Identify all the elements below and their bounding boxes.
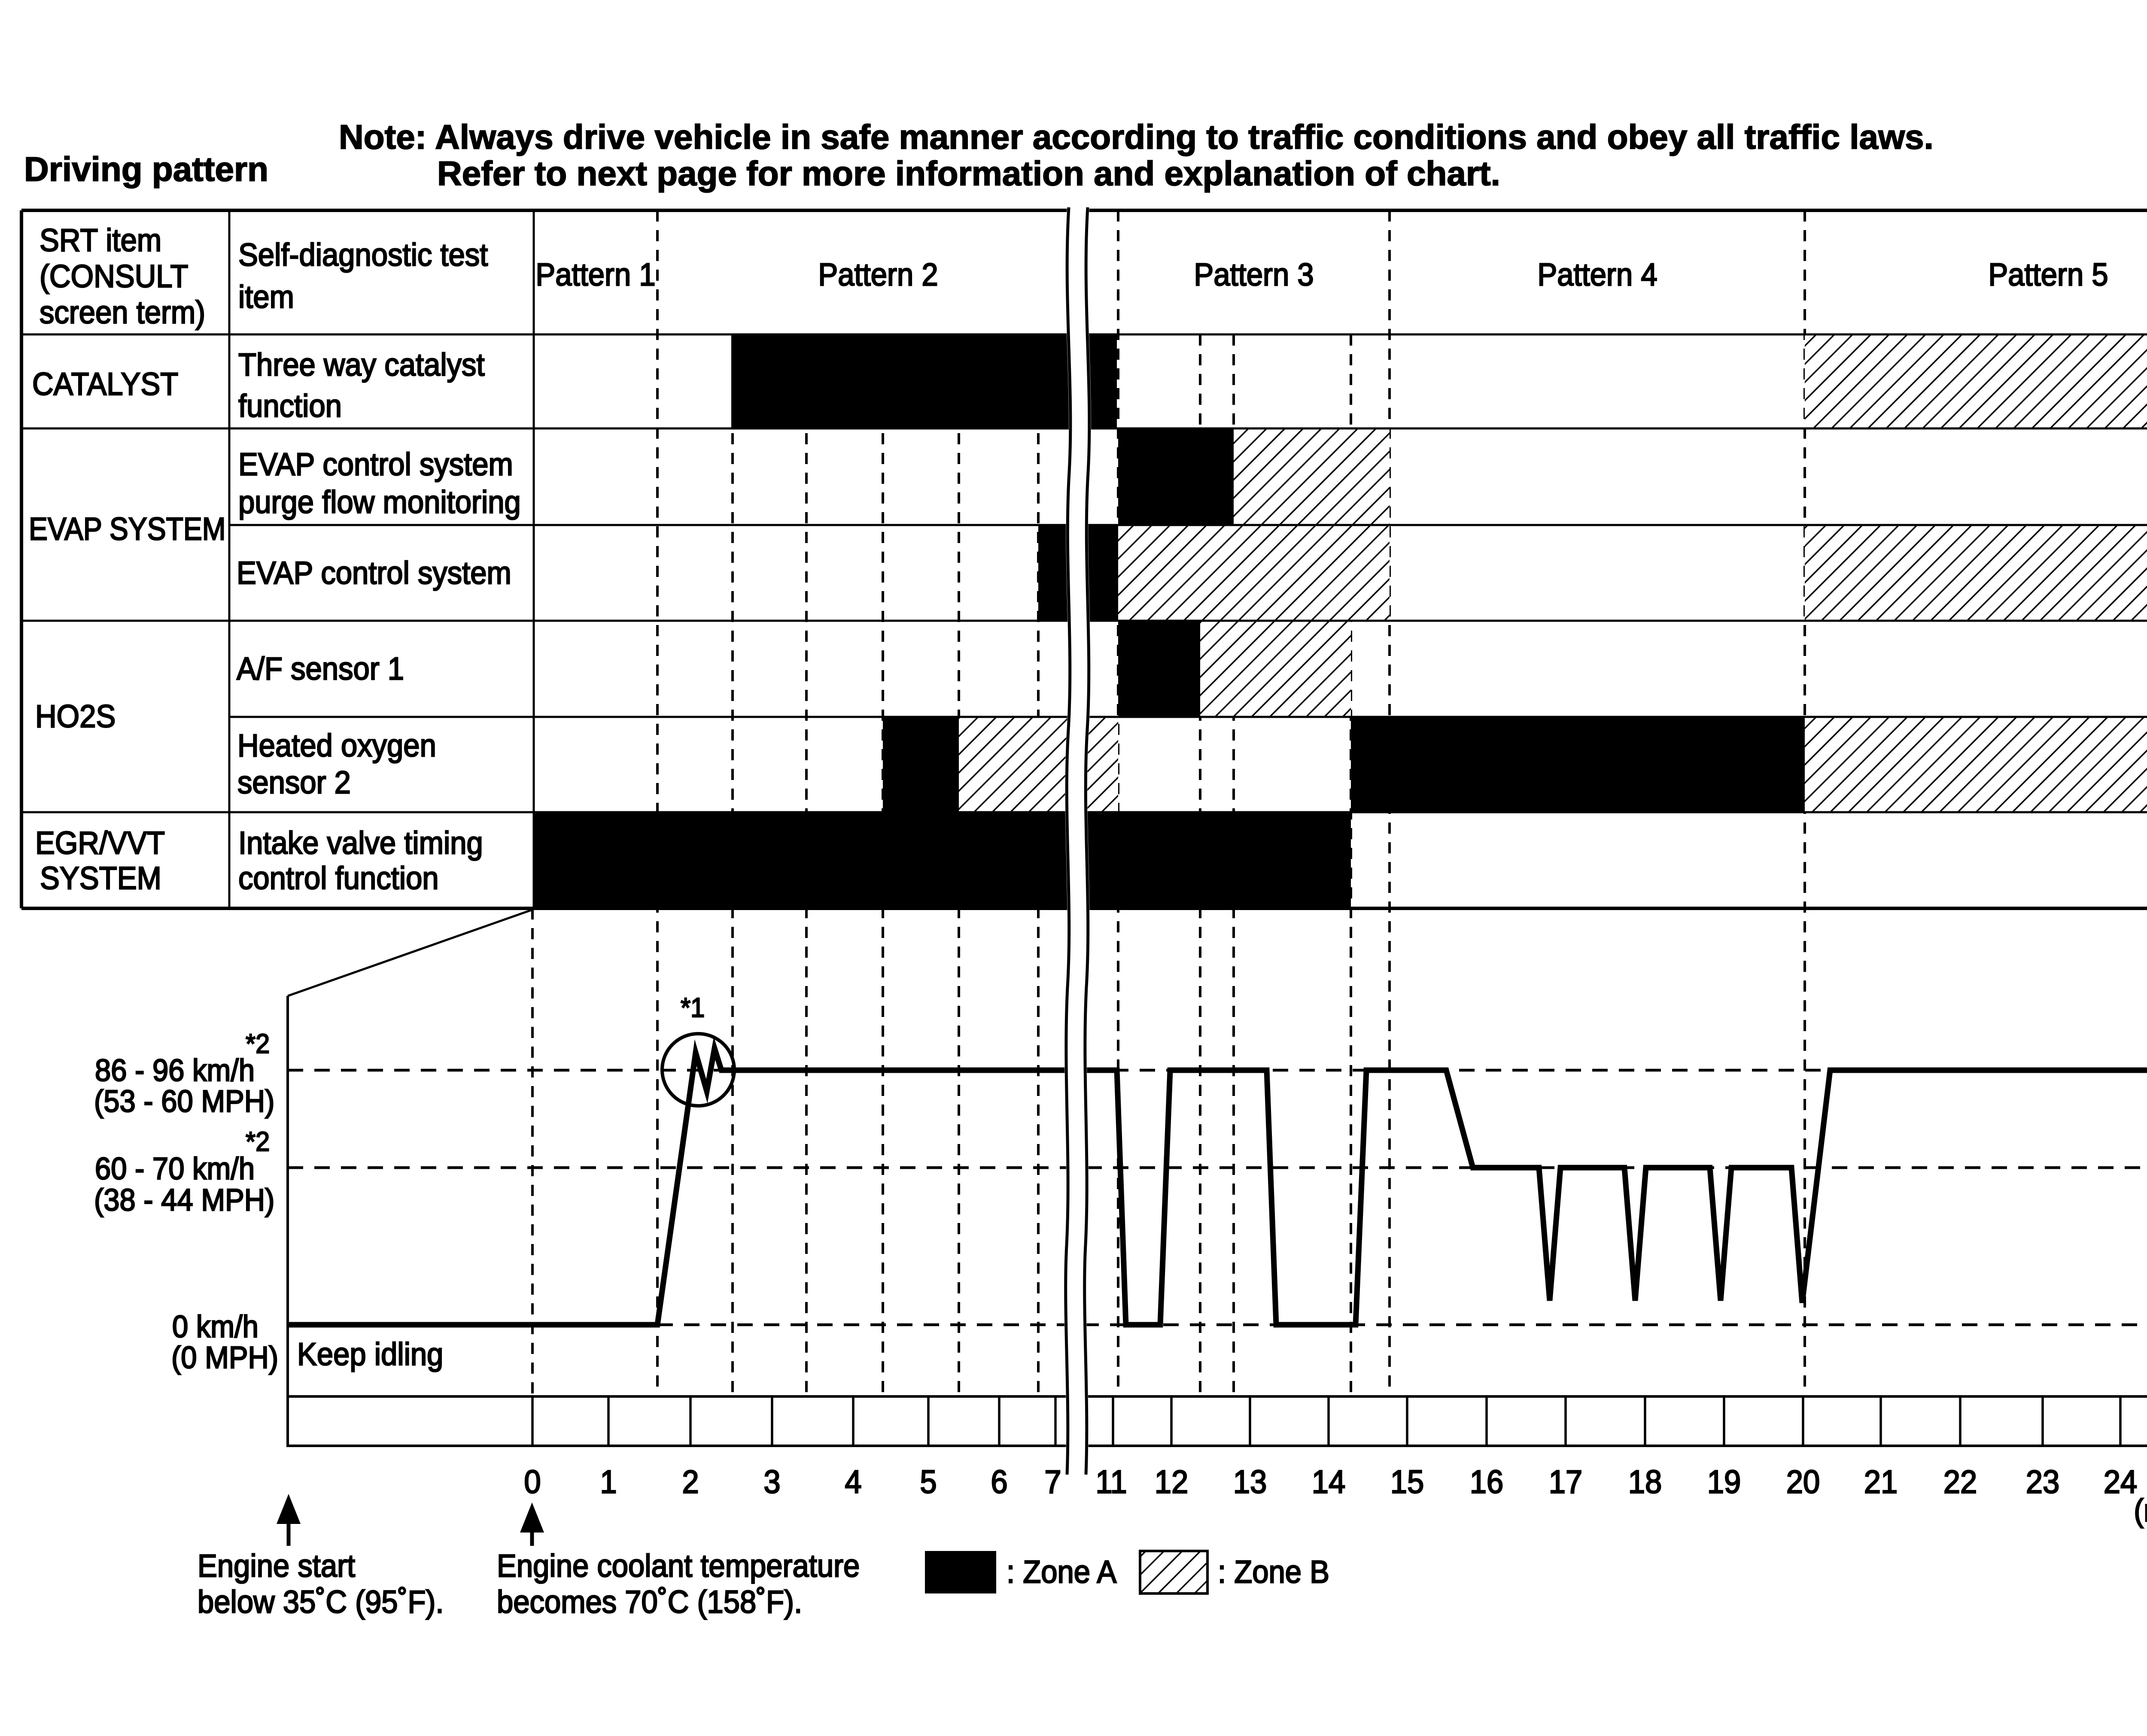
- svg-text:CATALYST: CATALYST: [32, 367, 178, 402]
- svg-text:Intake valve timing: Intake valve timing: [238, 826, 483, 861]
- svg-text:17: 17: [1549, 1464, 1583, 1500]
- svg-text:19: 19: [1707, 1464, 1741, 1500]
- svg-text:2: 2: [682, 1464, 699, 1500]
- svg-text:HO2S: HO2S: [35, 699, 116, 734]
- svg-text:Refer to next page for more in: Refer to next page for more information …: [437, 155, 1500, 193]
- svg-text:SRT item: SRT item: [40, 223, 161, 258]
- svg-text:A/F sensor 1: A/F sensor 1: [237, 651, 404, 687]
- svg-text:20: 20: [1786, 1464, 1820, 1500]
- svg-text:4: 4: [845, 1464, 861, 1500]
- svg-text:item: item: [238, 279, 294, 315]
- svg-text:(53 - 60 MPH): (53 - 60 MPH): [94, 1084, 274, 1119]
- svg-text:*2: *2: [246, 1126, 270, 1157]
- svg-text:(0 MPH): (0 MPH): [171, 1340, 278, 1375]
- svg-text:16: 16: [1470, 1464, 1504, 1500]
- svg-text:EVAP control system: EVAP control system: [238, 447, 513, 483]
- svg-text:becomes 70˚C (158˚F).: becomes 70˚C (158˚F).: [497, 1584, 802, 1620]
- svg-text:(CONSULT: (CONSULT: [40, 259, 189, 294]
- svg-text:below 35˚C (95˚F).: below 35˚C (95˚F).: [198, 1584, 444, 1620]
- svg-text:7: 7: [1044, 1464, 1061, 1500]
- svg-text:Pattern 1: Pattern 1: [535, 257, 655, 293]
- svg-text:: Zone B: : Zone B: [1218, 1554, 1329, 1590]
- svg-text:Heated oxygen: Heated oxygen: [237, 728, 436, 764]
- svg-text:Three way catalyst: Three way catalyst: [238, 347, 485, 383]
- svg-text:EVAP SYSTEM: EVAP SYSTEM: [29, 511, 226, 546]
- svg-text:*1: *1: [681, 992, 705, 1023]
- svg-text:13: 13: [1233, 1464, 1267, 1500]
- svg-text:12: 12: [1155, 1464, 1189, 1500]
- svg-text:Engine coolant temperature: Engine coolant temperature: [497, 1548, 860, 1584]
- svg-text:Pattern 4: Pattern 4: [1537, 257, 1657, 293]
- svg-text:screen term): screen term): [40, 295, 205, 331]
- svg-text:Always drive vehicle in safe m: Always drive vehicle in safe manner acco…: [435, 118, 1934, 156]
- svg-text:EVAP control system: EVAP control system: [237, 555, 511, 591]
- svg-text:Self-diagnostic test: Self-diagnostic test: [238, 237, 488, 273]
- svg-text:18: 18: [1628, 1464, 1662, 1500]
- svg-text:0: 0: [524, 1464, 541, 1500]
- svg-text:Engine start: Engine start: [198, 1548, 355, 1584]
- svg-text:11: 11: [1095, 1464, 1127, 1500]
- svg-text:86 - 96 km/h: 86 - 96 km/h: [95, 1053, 255, 1088]
- svg-text:60 - 70 km/h: 60 - 70 km/h: [95, 1151, 255, 1186]
- svg-text:Pattern 5: Pattern 5: [1988, 257, 2108, 293]
- svg-text:function: function: [238, 388, 342, 424]
- svg-text:Driving pattern: Driving pattern: [24, 150, 268, 188]
- svg-text:0 km/h: 0 km/h: [172, 1309, 258, 1344]
- svg-text:(minutes): (minutes): [2134, 1493, 2147, 1529]
- svg-text:15: 15: [1390, 1464, 1424, 1500]
- svg-text:EGR/VVT: EGR/VVT: [35, 826, 165, 861]
- svg-text:Pattern 2: Pattern 2: [818, 257, 938, 293]
- svg-text:(38 - 44 MPH): (38 - 44 MPH): [94, 1183, 274, 1217]
- svg-text:control function: control function: [238, 861, 439, 896]
- svg-text:24: 24: [2104, 1464, 2138, 1500]
- svg-text:Keep idling: Keep idling: [297, 1337, 443, 1372]
- svg-text:Pattern 3: Pattern 3: [1194, 257, 1314, 293]
- svg-text:purge flow monitoring: purge flow monitoring: [238, 485, 521, 520]
- svg-text:6: 6: [991, 1464, 1007, 1500]
- svg-text:Note:: Note:: [339, 118, 426, 156]
- svg-text:1: 1: [600, 1464, 617, 1500]
- svg-text:5: 5: [920, 1464, 937, 1500]
- svg-text:23: 23: [2026, 1464, 2060, 1500]
- svg-text:3: 3: [763, 1464, 780, 1500]
- svg-text:*2: *2: [246, 1029, 270, 1059]
- svg-text:: Zone A: : Zone A: [1007, 1554, 1117, 1590]
- svg-text:14: 14: [1312, 1464, 1346, 1500]
- svg-text:sensor 2: sensor 2: [237, 765, 351, 801]
- svg-text:SYSTEM: SYSTEM: [40, 861, 161, 896]
- svg-text:22: 22: [1943, 1464, 1977, 1500]
- svg-text:21: 21: [1864, 1464, 1898, 1500]
